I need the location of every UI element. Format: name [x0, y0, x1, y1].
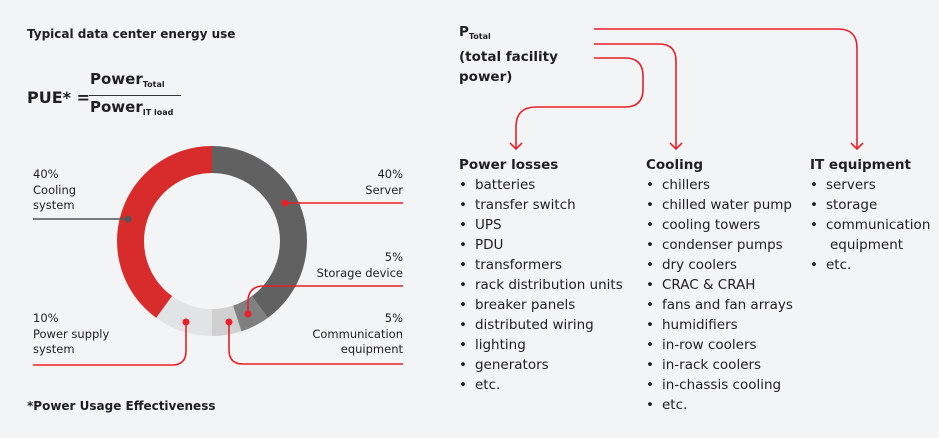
- column-list: chillerschilled water pumpcooling towers…: [646, 175, 793, 415]
- storage-percent: 5%: [384, 250, 403, 264]
- list-item: transformers: [459, 255, 623, 275]
- column-list: serversstoragecommunication equipment etc.: [810, 175, 930, 275]
- cooling-label-2: system: [33, 198, 75, 212]
- column-cooling: Cooling chillerschilled water pumpcoolin…: [646, 155, 793, 415]
- column-title: Power losses: [459, 157, 559, 173]
- dot-cooling: [124, 215, 132, 223]
- power-label-1: Power supply: [33, 326, 110, 341]
- list-item: distributed wiring: [459, 315, 623, 335]
- list-item: condenser pumps: [646, 235, 793, 255]
- list-item: fans and fan arrays: [646, 295, 793, 315]
- ptotal-sub: Total: [468, 32, 491, 41]
- fraction-bar: [89, 95, 181, 96]
- leader-power: [33, 322, 187, 366]
- arrow-power-losses: [509, 57, 644, 151]
- pue-denominator: PowerIT load: [90, 98, 173, 117]
- list-item: etc.: [646, 395, 793, 415]
- arrow-it: [594, 28, 864, 151]
- list-item: lighting: [459, 335, 623, 355]
- pue-num-text: Power: [90, 70, 143, 88]
- list-item: communication: [810, 215, 930, 235]
- label-power-supply: 10% Power supply system: [33, 311, 109, 358]
- list-item: transfer switch: [459, 195, 623, 215]
- column-list: batteriestransfer switchUPSPDUtransforme…: [459, 175, 623, 395]
- list-item: batteries: [459, 175, 623, 195]
- pue-lhs: PUE* =: [27, 88, 90, 107]
- donut-chart: [116, 146, 307, 336]
- list-item: rack distribution units: [459, 275, 623, 295]
- list-item: etc.: [459, 375, 623, 395]
- dot-server: [281, 199, 289, 207]
- comm-label-2: equipment: [340, 342, 403, 356]
- list-item: UPS: [459, 215, 623, 235]
- ptotal-label: PTotal (total facility power): [459, 22, 558, 87]
- ptotal-line3: power): [459, 69, 513, 85]
- pue-num-sub: Total: [142, 80, 165, 89]
- dot-power: [182, 318, 190, 326]
- dot-storage: [244, 310, 252, 318]
- comm-label-1: Communication: [312, 326, 403, 341]
- pue-den-sub: IT load: [142, 108, 174, 117]
- column-title: IT equipment: [810, 157, 911, 173]
- comm-percent: 5%: [384, 311, 403, 325]
- column-power-losses: Power losses batteriestransfer switchUPS…: [459, 155, 623, 395]
- list-item: in-chassis cooling: [646, 375, 793, 395]
- power-label-2: system: [33, 342, 75, 356]
- column-it-equipment: IT equipment serversstoragecommunication…: [810, 155, 930, 275]
- label-cooling: 40% Cooling system: [33, 167, 76, 214]
- pue-den-text: Power: [90, 98, 143, 116]
- cooling-percent: 40%: [33, 167, 59, 181]
- list-item: CRAC & CRAH: [646, 275, 793, 295]
- footnote: *Power Usage Effectiveness: [27, 399, 216, 413]
- list-item: cooling towers: [646, 215, 793, 235]
- storage-label: Storage device: [316, 265, 403, 280]
- list-item: PDU: [459, 235, 623, 255]
- donut-segment-power: [156, 296, 212, 336]
- column-title: Cooling: [646, 157, 703, 173]
- pue-numerator: PowerTotal: [90, 70, 165, 89]
- label-server: 40% Server: [365, 167, 403, 198]
- leader-storage: [247, 285, 403, 314]
- list-item: storage: [810, 195, 930, 215]
- list-item: breaker panels: [459, 295, 623, 315]
- list-item: chilled water pump: [646, 195, 793, 215]
- list-item: generators: [459, 355, 623, 375]
- power-percent: 10%: [33, 311, 59, 325]
- label-storage: 5% Storage device: [317, 250, 403, 281]
- arrow-cooling: [594, 43, 683, 151]
- label-comm: 5% Communication equipment: [312, 311, 403, 358]
- list-item: servers: [810, 175, 930, 195]
- cooling-label-1: Cooling: [33, 182, 77, 197]
- server-percent: 40%: [377, 167, 403, 181]
- leader-comm: [228, 322, 403, 365]
- ptotal-p: P: [459, 24, 469, 40]
- list-item: equipment: [830, 237, 904, 253]
- dot-comm: [225, 318, 233, 326]
- list-item: dry coolers: [646, 255, 793, 275]
- donut-segment-cooling: [116, 146, 212, 318]
- server-label: Server: [365, 182, 403, 197]
- list-item: in-row coolers: [646, 335, 793, 355]
- ptotal-line2: (total facility: [459, 49, 558, 65]
- list-item: etc.: [810, 255, 930, 275]
- title: Typical data center energy use: [27, 27, 236, 41]
- donut-segment-server: [212, 146, 307, 318]
- list-item: humidifiers: [646, 315, 793, 335]
- list-item: in-rack coolers: [646, 355, 793, 375]
- list-item: chillers: [646, 175, 793, 195]
